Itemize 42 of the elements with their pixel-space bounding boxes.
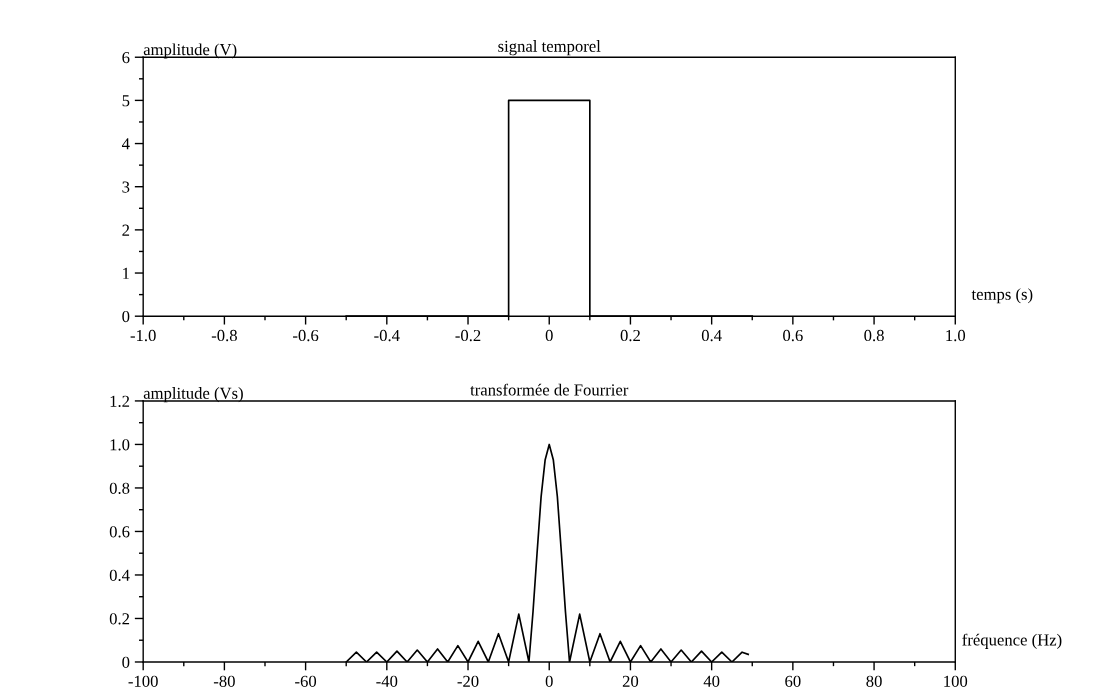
y-tick-label: 4 (121, 138, 130, 150)
x-tick-label: 100 (944, 675, 968, 687)
x-tick-label: 0 (545, 329, 553, 342)
y-tick-label: 2 (122, 224, 130, 236)
x-tick-label: -0.8 (211, 329, 237, 342)
x-tick-label: 60 (785, 675, 801, 687)
y-tick-label: 0.6 (109, 526, 130, 538)
y-tick-label: 1.2 (110, 395, 130, 407)
x-tick-label: -60 (295, 675, 317, 687)
y-axis-title: amplitude (Vs) (143, 387, 243, 403)
x-tick-label: -0.4 (374, 329, 400, 342)
x-tick-label: 0 (545, 675, 553, 687)
x-tick-label: -100 (128, 675, 158, 687)
y-tick-label: 5 (122, 95, 130, 107)
x-tick-label: 0.2 (620, 329, 640, 342)
x-tick-label: 1.0 (946, 329, 966, 342)
x-tick-label: 0.4 (701, 329, 722, 342)
x-tick-label: -20 (457, 675, 479, 687)
x-tick-label: 40 (703, 675, 720, 687)
x-axis-title: temps (s) (971, 288, 1033, 304)
y-tick-label: 0.8 (109, 482, 130, 494)
x-tick-label: -40 (376, 675, 398, 687)
x-axis-title: fréquence (Hz) (962, 633, 1062, 649)
y-tick-label: 0.2 (109, 613, 130, 625)
x-tick-label: -80 (213, 675, 235, 687)
y-tick-label: 1 (123, 267, 129, 279)
y-tick-label: 6 (122, 51, 130, 64)
y-tick-label: 3 (122, 181, 130, 193)
x-tick-label: -1.0 (130, 329, 156, 342)
y-tick-label: 0.4 (109, 569, 130, 581)
y-tick-label: 0 (122, 310, 130, 323)
chart-title: signal temporel (498, 40, 601, 56)
y-axis-title: amplitude (V) (143, 43, 237, 59)
x-tick-label: -0.6 (293, 329, 319, 342)
y-tick-label: 1.0 (110, 439, 130, 451)
x-tick-label: 0.6 (783, 329, 803, 342)
chart-title: transformée de Fourrier (470, 383, 629, 396)
x-tick-label: 80 (866, 675, 882, 687)
y-tick-label: 0 (122, 656, 130, 668)
x-tick-label: 20 (622, 675, 639, 687)
x-tick-label: 0.8 (864, 329, 884, 342)
x-tick-label: -0.2 (455, 329, 481, 342)
